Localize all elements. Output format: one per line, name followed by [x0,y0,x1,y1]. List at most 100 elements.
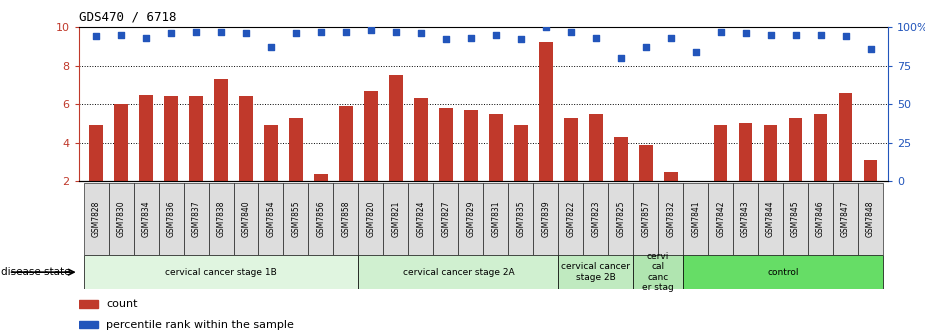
Bar [79,300,98,308]
Point [139,35,154,40]
Text: GSM7831: GSM7831 [491,201,500,238]
Bar [290,118,302,181]
Text: GSM7837: GSM7837 [191,201,201,238]
Point [638,44,653,50]
FancyBboxPatch shape [858,183,883,255]
Text: GSM7821: GSM7821 [391,201,401,237]
FancyBboxPatch shape [208,183,233,255]
FancyBboxPatch shape [684,183,709,255]
Bar [314,174,327,181]
FancyBboxPatch shape [108,183,133,255]
FancyBboxPatch shape [408,183,433,255]
FancyBboxPatch shape [634,183,659,255]
Point [463,35,478,40]
Bar [739,124,752,181]
FancyBboxPatch shape [308,183,333,255]
Text: GSM7838: GSM7838 [216,201,226,238]
Text: GSM7854: GSM7854 [266,201,276,238]
FancyBboxPatch shape [684,255,883,289]
Bar [714,125,727,181]
Bar [215,79,228,181]
Bar [664,172,677,181]
Text: GSM7834: GSM7834 [142,201,151,238]
FancyBboxPatch shape [634,255,684,289]
FancyBboxPatch shape [183,183,208,255]
Bar [564,118,577,181]
Text: GSM7823: GSM7823 [591,201,600,238]
Text: cervi
cal
canc
er stag: cervi cal canc er stag [642,252,674,292]
Bar [864,160,878,181]
Point [164,30,179,36]
Text: GSM7830: GSM7830 [117,201,126,238]
Bar [539,42,552,181]
Bar [439,108,452,181]
Text: GSM7825: GSM7825 [616,201,625,238]
FancyBboxPatch shape [833,183,858,255]
FancyBboxPatch shape [233,183,258,255]
Point [513,37,528,42]
FancyBboxPatch shape [659,183,684,255]
Point [613,55,628,60]
FancyBboxPatch shape [534,183,559,255]
Bar [364,91,377,181]
Bar [639,145,652,181]
Point [713,29,728,34]
Text: GSM7840: GSM7840 [241,201,251,238]
FancyBboxPatch shape [433,183,458,255]
Text: GSM7824: GSM7824 [416,201,426,238]
Point [189,29,204,34]
Point [114,32,129,37]
Bar [240,96,253,181]
Text: GSM7856: GSM7856 [316,201,326,238]
Bar [114,104,128,181]
Text: cervical cancer stage 1B: cervical cancer stage 1B [166,268,277,277]
Bar [789,118,803,181]
Point [563,29,578,34]
Text: GSM7835: GSM7835 [516,201,525,238]
Text: GSM7855: GSM7855 [291,201,301,238]
Point [314,29,328,34]
Text: GSM7829: GSM7829 [466,201,475,238]
Point [813,32,828,37]
Point [388,29,403,34]
Text: cervical cancer
stage 2B: cervical cancer stage 2B [561,262,630,282]
Bar [764,125,777,181]
Bar [339,106,352,181]
Bar [89,125,103,181]
Bar [389,75,402,181]
Text: count: count [106,299,138,309]
Point [89,34,104,39]
Point [538,24,553,30]
Point [763,32,778,37]
FancyBboxPatch shape [559,255,634,289]
Text: GSM7842: GSM7842 [716,201,725,238]
Text: GSM7846: GSM7846 [816,201,825,238]
Point [838,34,853,39]
FancyBboxPatch shape [358,183,383,255]
Text: GSM7832: GSM7832 [666,201,675,238]
Text: cervical cancer stage 2A: cervical cancer stage 2A [402,268,514,277]
Text: GSM7828: GSM7828 [92,201,101,237]
Text: GSM7845: GSM7845 [791,201,800,238]
Text: GSM7827: GSM7827 [441,201,450,238]
Text: GSM7822: GSM7822 [566,201,575,237]
Bar [139,94,153,181]
Point [264,44,278,50]
Bar [489,114,502,181]
Bar [514,125,527,181]
Point [289,30,303,36]
FancyBboxPatch shape [734,183,758,255]
FancyBboxPatch shape [783,183,808,255]
Bar [79,321,98,328]
Bar [414,98,427,181]
FancyBboxPatch shape [559,183,584,255]
FancyBboxPatch shape [258,183,283,255]
Point [339,29,353,34]
Bar [589,114,602,181]
Point [588,35,603,40]
FancyBboxPatch shape [83,183,108,255]
Bar [689,181,702,199]
Point [663,35,678,40]
Text: GSM7844: GSM7844 [766,201,775,238]
Point [413,30,428,36]
